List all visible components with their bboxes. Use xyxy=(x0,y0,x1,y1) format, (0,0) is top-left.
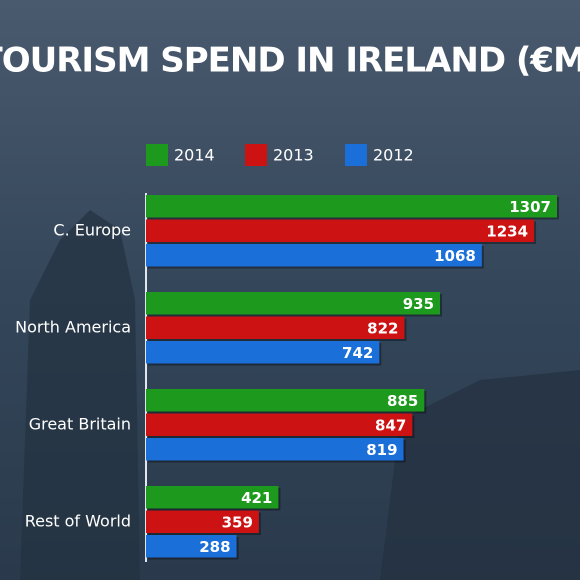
value-label: 288 xyxy=(199,538,230,556)
category-label: C. Europe xyxy=(53,220,131,239)
value-label: 885 xyxy=(387,392,418,410)
cliff-left xyxy=(20,210,140,580)
bar xyxy=(146,486,279,509)
value-label: 1068 xyxy=(434,247,476,265)
legend-swatch xyxy=(245,144,267,166)
value-label: 1307 xyxy=(509,198,551,216)
bar xyxy=(146,219,535,242)
bar xyxy=(146,341,380,364)
legend-label: 2014 xyxy=(174,146,215,165)
bar xyxy=(146,438,404,461)
legend-label: 2012 xyxy=(373,146,414,165)
category-label: Great Britain xyxy=(29,414,131,433)
cliff-right xyxy=(380,370,580,580)
bar xyxy=(146,292,441,315)
value-label: 822 xyxy=(367,319,398,337)
bar xyxy=(146,316,405,339)
bar xyxy=(146,535,237,558)
chart-title: TOURISM SPEND IN IRELAND (€M) xyxy=(0,41,580,81)
category-label: North America xyxy=(15,317,131,336)
legend-swatch xyxy=(345,144,367,166)
legend-label: 2013 xyxy=(273,146,314,165)
value-label: 359 xyxy=(222,513,253,531)
bar xyxy=(146,244,482,267)
bar xyxy=(146,195,557,218)
bar xyxy=(146,510,259,533)
value-label: 819 xyxy=(366,441,397,459)
value-label: 421 xyxy=(241,489,272,507)
bar xyxy=(146,413,413,436)
value-label: 742 xyxy=(342,344,373,362)
legend-swatch xyxy=(146,144,168,166)
value-label: 1234 xyxy=(486,222,528,240)
bar xyxy=(146,389,425,412)
value-label: 847 xyxy=(375,416,406,434)
category-label: Rest of World xyxy=(25,511,131,530)
value-label: 935 xyxy=(403,295,434,313)
